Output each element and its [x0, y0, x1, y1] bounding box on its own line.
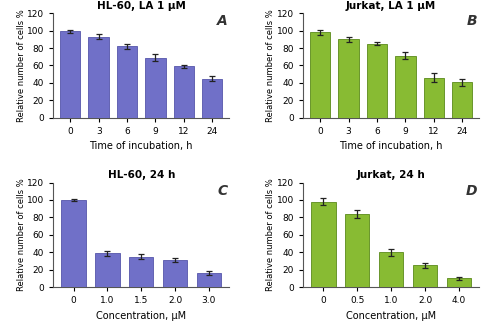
X-axis label: Time of incubation, h: Time of incubation, h — [339, 141, 443, 151]
Bar — [338, 39, 359, 118]
Bar — [311, 202, 335, 287]
Bar — [447, 279, 471, 287]
Title: Jurkat, 24 h: Jurkat, 24 h — [357, 170, 425, 181]
Title: Jurkat, LA 1 μM: Jurkat, LA 1 μM — [346, 1, 436, 11]
Text: D: D — [466, 183, 477, 198]
Y-axis label: Relative number of cells %: Relative number of cells % — [16, 9, 26, 122]
Bar — [367, 44, 387, 118]
Bar — [310, 32, 331, 118]
Bar — [202, 79, 223, 118]
Bar — [60, 31, 80, 118]
X-axis label: Concentration, μM: Concentration, μM — [346, 311, 436, 321]
Bar — [197, 273, 221, 287]
Bar — [117, 46, 137, 118]
Bar — [89, 37, 109, 118]
Text: A: A — [217, 14, 227, 28]
Y-axis label: Relative number of cells %: Relative number of cells % — [267, 179, 275, 291]
Bar — [413, 265, 437, 287]
Y-axis label: Relative number of cells %: Relative number of cells % — [267, 9, 275, 122]
Bar — [395, 56, 416, 118]
Bar — [129, 257, 153, 287]
Bar — [61, 200, 86, 287]
Bar — [379, 252, 403, 287]
Y-axis label: Relative number of cells %: Relative number of cells % — [16, 179, 26, 291]
Text: B: B — [467, 14, 477, 28]
Bar — [345, 214, 369, 287]
Title: HL-60, 24 h: HL-60, 24 h — [107, 170, 175, 181]
Text: C: C — [217, 183, 227, 198]
Bar — [174, 66, 194, 118]
Bar — [95, 253, 120, 287]
X-axis label: Time of incubation, h: Time of incubation, h — [90, 141, 193, 151]
X-axis label: Concentration, μM: Concentration, μM — [96, 311, 186, 321]
Title: HL-60, LA 1 μM: HL-60, LA 1 μM — [97, 1, 186, 11]
Bar — [163, 260, 187, 287]
Bar — [452, 82, 472, 118]
Bar — [424, 78, 444, 118]
Bar — [145, 58, 166, 118]
